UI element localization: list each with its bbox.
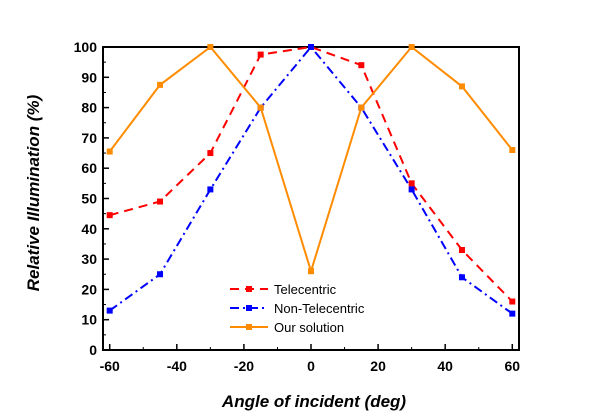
y-tick-label: 50 — [81, 191, 97, 207]
y-tick-label: 100 — [74, 39, 98, 55]
data-point — [257, 104, 264, 111]
series-line — [109, 45, 513, 315]
data-point — [157, 198, 164, 205]
data-point — [157, 271, 164, 278]
legend: Telecentric Non-Telecentric Our solution — [230, 282, 365, 335]
legend-label: Non-Telecentric — [274, 301, 365, 316]
series-1 — [106, 44, 516, 317]
y-axis-title: Relative Illumination (%) — [24, 94, 43, 291]
legend-marker — [246, 324, 252, 330]
data-point — [257, 51, 264, 58]
y-tick-label: 10 — [81, 312, 97, 328]
data-point — [308, 268, 314, 275]
x-tick-label: -60 — [100, 358, 120, 374]
data-point — [106, 307, 113, 314]
x-tick-label: 40 — [437, 358, 453, 374]
data-point — [509, 147, 516, 154]
y-tick-label: 20 — [81, 281, 97, 297]
legend-label: Telecentric — [274, 282, 337, 297]
y-tick-label: 40 — [81, 221, 97, 237]
axis-ticks: 0 10 20 30 40 50 60 70 80 90 100 -60 -40 -20 0 20 40 60 — [74, 39, 521, 374]
data-point — [358, 104, 365, 111]
data-point — [458, 83, 465, 90]
data-point — [157, 81, 164, 88]
data-point — [207, 44, 214, 50]
data-point — [408, 44, 415, 50]
data-point — [408, 180, 415, 187]
legend-marker — [246, 286, 252, 292]
data-point — [509, 298, 516, 305]
y-tick-label: 60 — [81, 160, 97, 176]
data-point — [207, 150, 214, 157]
y-tick-label: 0 — [89, 342, 97, 358]
data-point — [509, 310, 516, 317]
data-point — [308, 44, 314, 50]
data-point — [106, 148, 113, 155]
x-tick-label: -20 — [234, 358, 254, 374]
data-point — [106, 212, 113, 219]
data-point — [408, 186, 415, 193]
legend-label: Our solution — [274, 320, 344, 335]
y-tick-label: 90 — [81, 69, 97, 85]
y-tick-label: 80 — [81, 100, 97, 116]
y-tick-label: 30 — [81, 251, 97, 267]
x-tick-label: 60 — [505, 358, 521, 374]
series-layer — [106, 44, 516, 317]
x-tick-label: 20 — [370, 358, 386, 374]
legend-marker — [246, 305, 252, 311]
data-point — [358, 62, 365, 69]
data-point — [207, 186, 214, 193]
data-point — [458, 247, 465, 254]
series-line — [109, 45, 514, 303]
series-2 — [106, 44, 516, 275]
x-axis-title: Angle of incident (deg) — [221, 392, 406, 411]
data-point — [458, 274, 465, 281]
x-tick-label: -40 — [167, 358, 187, 374]
y-tick-label: 70 — [81, 130, 97, 146]
x-tick-label: 0 — [307, 358, 315, 374]
series-0 — [106, 44, 516, 305]
